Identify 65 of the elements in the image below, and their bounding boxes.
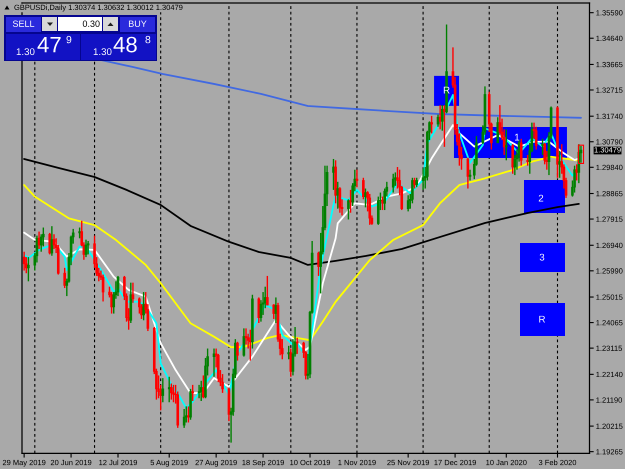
candlestick: [415, 177, 418, 188]
candlestick: [162, 377, 164, 404]
annotation: R: [539, 316, 546, 323]
candlestick: [191, 384, 194, 402]
candlestick: [42, 226, 45, 248]
annotation: 1.30: [94, 48, 112, 56]
candlestick: [573, 164, 576, 194]
candlestick: [266, 275, 269, 306]
candlestick: [221, 373, 224, 394]
candlestick: [356, 169, 358, 188]
candlestick: [86, 240, 90, 256]
candlestick: [430, 115, 433, 134]
candlestick: [411, 177, 414, 204]
candlestick: [347, 198, 350, 220]
annotation: 0.30: [82, 20, 100, 27]
candlestick: [511, 143, 514, 174]
candlestick: [242, 328, 246, 358]
candlestick: [443, 104, 446, 148]
candlestick: [132, 282, 134, 304]
candlestick: [236, 341, 239, 362]
candlestick: [78, 226, 81, 239]
annotation: 9: [66, 36, 72, 44]
candlestick: [413, 177, 416, 190]
candlestick: [406, 194, 410, 212]
candlestick: [440, 104, 444, 132]
candlestick: [364, 188, 367, 208]
candlestick: [287, 345, 290, 360]
candlestick: [466, 156, 470, 190]
candlestick: [368, 193, 372, 226]
candlestick: [22, 251, 26, 272]
candlestick: [381, 196, 384, 211]
candlestick: [520, 138, 523, 166]
annotation: 48: [114, 36, 137, 52]
candlestick: [244, 328, 248, 346]
candlestick: [198, 384, 200, 399]
candlestick: [52, 234, 56, 250]
candlestick: [332, 158, 335, 191]
candlestick: [212, 348, 216, 378]
annotation: 3: [540, 254, 544, 261]
candlestick: [376, 196, 380, 226]
annotation: SELL: [12, 20, 34, 27]
candlestick: [296, 337, 299, 355]
candlestick: [543, 142, 546, 166]
annotation: 2: [538, 194, 544, 202]
candlestick: [116, 275, 120, 297]
annotation: 1.30: [16, 48, 35, 56]
candlestick: [27, 256, 30, 282]
candlestick: [172, 384, 175, 404]
annotation: 1: [515, 134, 520, 140]
annotation: BUY: [128, 20, 147, 27]
candlestick: [84, 238, 88, 258]
candlestick: [102, 274, 104, 302]
candlestick: [349, 189, 352, 214]
annotation: 47: [38, 36, 61, 52]
candlestick: [182, 408, 186, 429]
candlestick: [362, 177, 365, 200]
candlestick: [422, 168, 424, 191]
candlestick: [392, 173, 395, 194]
candlestick: [170, 382, 173, 400]
candlestick: [338, 186, 342, 214]
annotation: 8: [145, 36, 150, 44]
candlestick: [504, 128, 508, 161]
candlestick: [436, 114, 440, 128]
candlestick: [534, 126, 538, 150]
candlestick: [317, 251, 320, 277]
